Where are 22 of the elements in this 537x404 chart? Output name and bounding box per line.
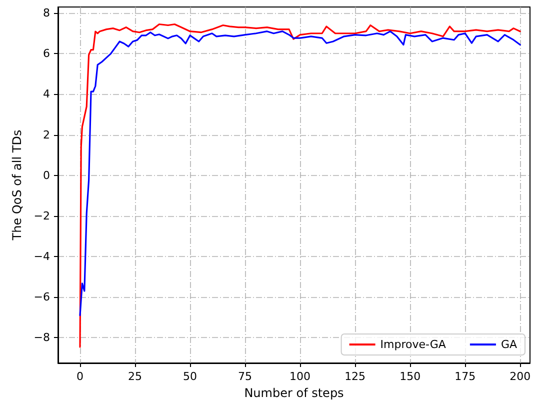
y-tick-label: −6	[34, 290, 50, 304]
y-tick-label: 2	[43, 128, 50, 142]
x-tick-label: 175	[454, 370, 476, 383]
y-tick-label: −2	[34, 209, 50, 222]
x-tick-label: 0	[76, 370, 84, 383]
x-tick-label: 150	[400, 370, 421, 383]
x-tick-label: 25	[128, 370, 142, 383]
x-tick-label: 100	[290, 370, 311, 383]
legend-label: GA	[500, 338, 518, 351]
y-tick-label: −4	[34, 250, 50, 264]
y-tick-label: 8	[43, 6, 50, 20]
x-axis-title: Number of steps	[244, 386, 344, 400]
x-tick-label: 50	[183, 370, 198, 383]
x-tick-label: 125	[344, 370, 366, 383]
y-tick-label: 0	[43, 168, 50, 182]
y-axis-title: The QoS of all TDs	[10, 130, 24, 242]
y-tick-label: 6	[43, 47, 50, 60]
x-tick-label: 200	[510, 370, 531, 383]
legend-label: Improve-GA	[380, 338, 446, 351]
x-tick-label: 75	[238, 370, 252, 383]
y-tick-label: 4	[43, 88, 50, 101]
y-tick-label: −8	[34, 331, 50, 344]
